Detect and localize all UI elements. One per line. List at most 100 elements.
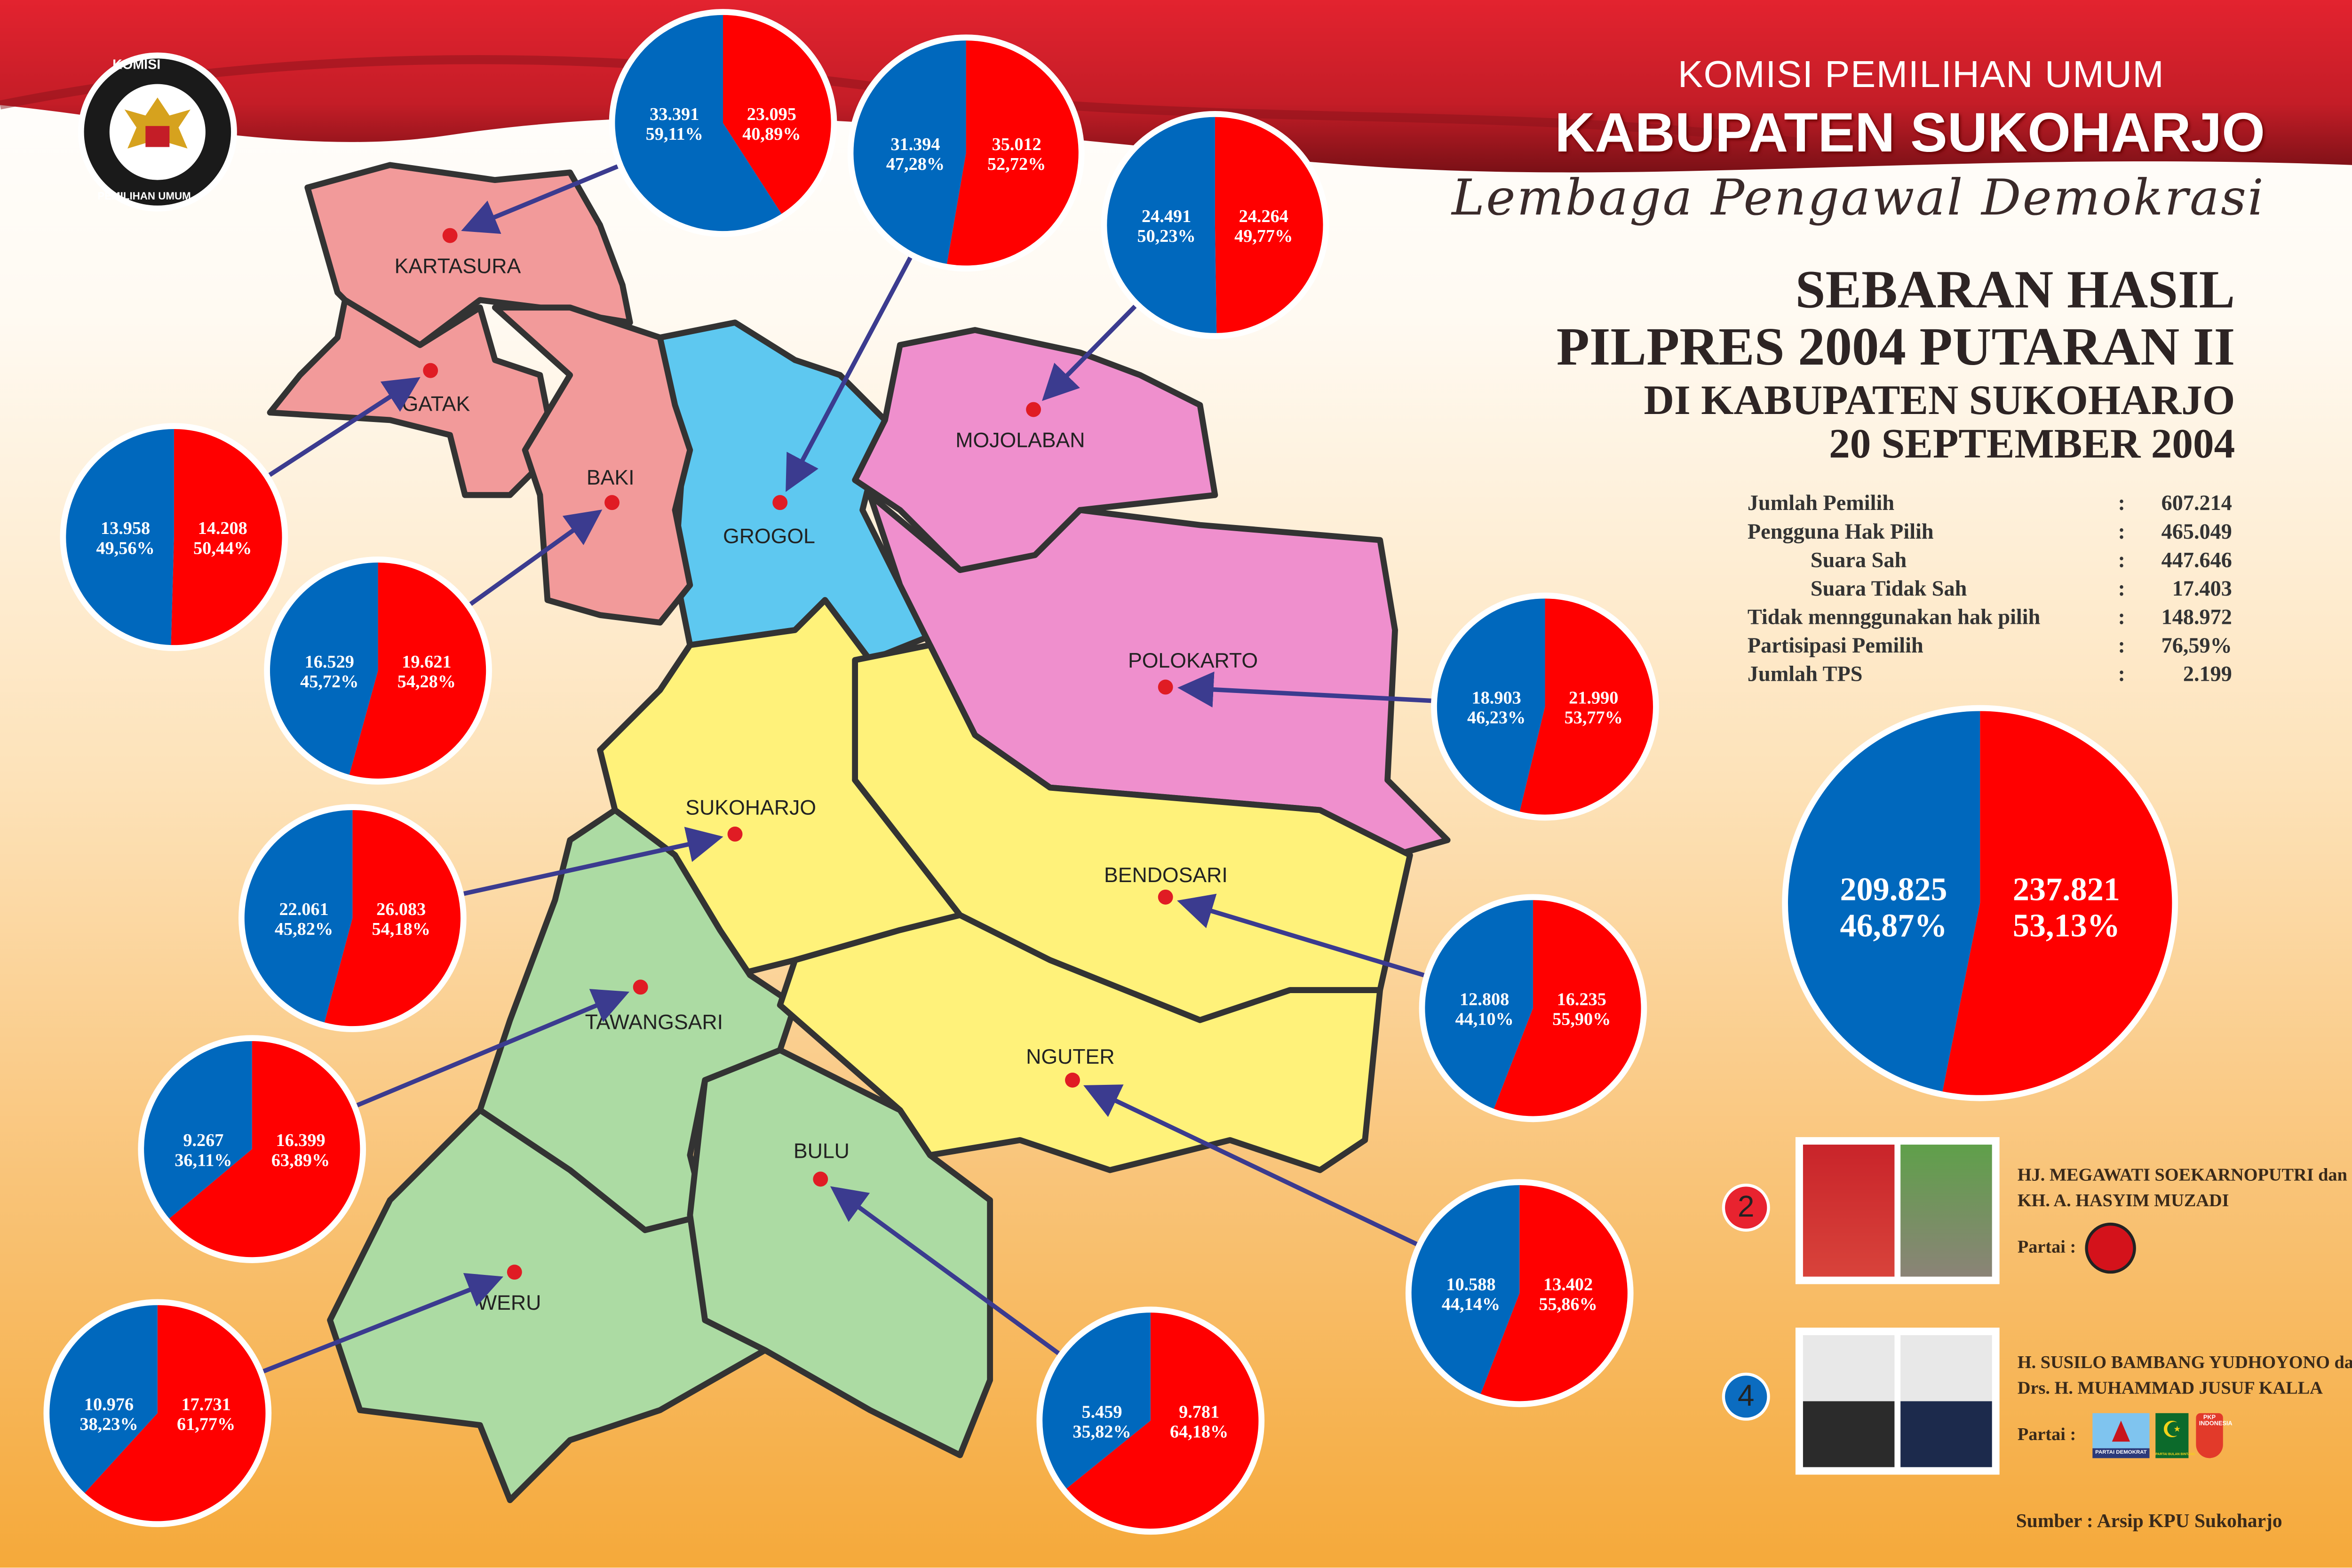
partai-demokrat-logo-icon: PARTAI DEMOKRAT (2092, 1413, 2150, 1458)
pie-label-mega-pct: 50,44% (193, 538, 252, 558)
pie-slice-sby (853, 40, 966, 264)
region-dot (1158, 679, 1173, 695)
pie-slice-sby (1425, 900, 1533, 1109)
pointer-arrow (268, 377, 421, 477)
pointer-arrow (469, 509, 603, 606)
pkp-logo-icon: PKP INDONESIA (2196, 1413, 2233, 1458)
stat-value: 148.972 (2161, 606, 2232, 630)
photo-megawati (1803, 1145, 1895, 1277)
pie-label-sby-pct: 38,23% (79, 1415, 138, 1434)
candidate-number-4: 4 (1722, 1372, 1770, 1421)
pie-label-mega-votes: 35.012 (992, 135, 1041, 154)
stat-separator: : (2118, 549, 2126, 573)
pie-label-sby-votes: 10.976 (84, 1394, 134, 1414)
region-dot (727, 827, 743, 842)
stat-value: 2.199 (2183, 663, 2232, 687)
pie-label-sby-votes: 10.588 (1446, 1274, 1495, 1294)
pie-label-mega-votes: 16.399 (276, 1130, 325, 1150)
red-banner (0, 0, 2352, 173)
candidate-4-line1: H. SUSILO BAMBANG YUDHOYONO dan (2017, 1352, 2352, 1373)
pointer-arrow (461, 164, 619, 234)
region-label: MOJOLABAN (955, 429, 1085, 452)
logo-text-bottom: PEMILIHAN UMUM (97, 192, 191, 203)
pie-slice-sby (244, 810, 353, 1023)
title-line2: PILPRES 2004 PUTARAN II (1556, 316, 2235, 377)
pie-label-sby-pct: 47,28% (886, 154, 945, 174)
stat-label: Tidak mennggunakan hak pilih (1747, 606, 2041, 630)
pie-label-mega-votes: 9.781 (1179, 1402, 1219, 1422)
region-label: BAKI (587, 466, 635, 489)
pie-slice-megawati (1066, 1313, 1259, 1529)
stat-value: 17.403 (2172, 577, 2232, 602)
pie-slice-megawati (85, 1305, 266, 1521)
region-dot (604, 495, 620, 510)
pie-label-sby-votes: 24.491 (1142, 207, 1191, 226)
region-label: GROGOL (723, 525, 815, 548)
stat-value: 76,59% (2161, 634, 2232, 659)
stat-label: Jumlah Pemilih (1747, 492, 1895, 516)
pie-slice-megawati (1942, 711, 2172, 1095)
pie-slice-sby (49, 1305, 158, 1493)
pointer-arrow (830, 1186, 1060, 1355)
region-dot (507, 1265, 522, 1280)
region-label: BULU (794, 1140, 850, 1163)
candidate-2-party-label: Partai : (2017, 1236, 2076, 1258)
candidate-photo-4 (1795, 1328, 2000, 1475)
pie-label-mega-votes: 14.208 (198, 518, 247, 538)
stat-value: 465.049 (2161, 520, 2232, 545)
pie-label-mega-pct: 53,13% (2013, 907, 2120, 944)
pie-slice-megawati (1480, 1185, 1628, 1401)
pie-slice-megawati (171, 429, 282, 645)
pie-label-mega-pct: 63,89% (271, 1150, 330, 1170)
pie-label-sby-votes: 9.267 (183, 1130, 223, 1150)
stat-separator: : (2118, 634, 2126, 659)
pie-label-sby-votes: 31.394 (890, 135, 940, 154)
partai-bulan-bintang-logo-text: PARTAI BULAN BINTANG (2155, 1453, 2195, 1457)
region-label: KARTASURA (395, 255, 521, 278)
pie-label-sby-pct: 45,82% (275, 919, 333, 939)
stat-label: Partisipasi Pemilih (1747, 634, 1923, 659)
pie-label-mega-votes: 23.095 (747, 104, 796, 124)
pie-slice-megawati (169, 1041, 360, 1258)
pie-slice-megawati (723, 15, 831, 214)
pie-label-mega-votes: 19.621 (402, 652, 451, 672)
pie-slice-sby (1788, 711, 1980, 1091)
pie-slice-megawati (324, 810, 461, 1027)
pie-slice-sby (144, 1041, 252, 1219)
pie-label-sby-pct: 46,87% (1840, 907, 1947, 944)
stat-separator: : (2118, 577, 2126, 602)
region-dot (1158, 889, 1173, 905)
kpu-logo (78, 52, 237, 212)
pie-label-sby-votes: 16.529 (305, 652, 354, 672)
region-baki (492, 304, 693, 626)
stat-separator: : (2118, 606, 2126, 630)
header-tagline: Lembaga Pengawal Demokrasi (1452, 168, 2265, 227)
region-label: WERU (477, 1291, 541, 1314)
pointer-arrow (262, 1273, 504, 1374)
pie-label-sby-votes: 13.958 (101, 518, 150, 538)
title-line1: SEBARAN HASIL (1795, 259, 2235, 320)
photo-sby (1803, 1335, 1895, 1467)
pkp-logo-text: PKP INDONESIA (2199, 1413, 2233, 1427)
stat-separator: : (2118, 492, 2126, 516)
pie-label-mega-pct: 64,18% (1170, 1422, 1228, 1441)
pie-label-sby-votes: 12.808 (1460, 989, 1509, 1009)
stat-separator: : (2118, 520, 2126, 545)
region-weru (327, 1107, 768, 1504)
logo-text-top: KOMISI (112, 57, 161, 72)
pie-label-mega-pct: 53,77% (1565, 708, 1623, 728)
stat-label: Suara Sah (1810, 549, 1907, 573)
region-dot (633, 979, 648, 995)
pie-label-sby-votes: 33.391 (650, 104, 699, 124)
